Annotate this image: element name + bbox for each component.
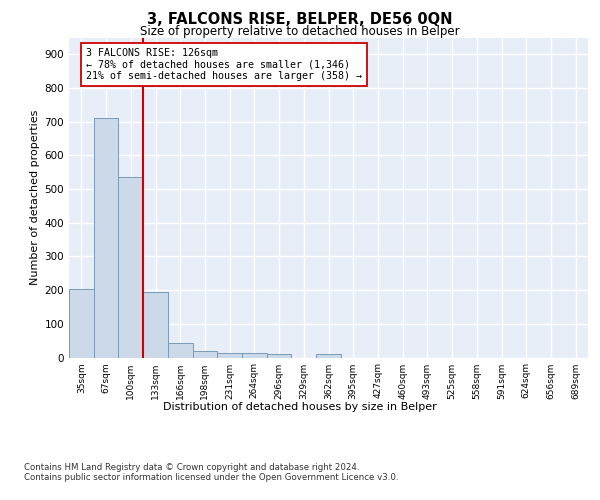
Text: Distribution of detached houses by size in Belper: Distribution of detached houses by size … [163,402,437,412]
Text: 3, FALCONS RISE, BELPER, DE56 0QN: 3, FALCONS RISE, BELPER, DE56 0QN [147,12,453,28]
Bar [69,290,94,358]
Bar [242,354,267,358]
Text: Size of property relative to detached houses in Belper: Size of property relative to detached ho… [140,25,460,38]
Y-axis label: Number of detached properties: Number of detached properties [31,110,40,285]
Text: Contains HM Land Registry data © Crown copyright and database right 2024.: Contains HM Land Registry data © Crown c… [24,462,359,471]
Bar [267,354,292,358]
Bar [316,354,341,358]
Bar [193,351,217,358]
Bar [143,292,168,358]
Bar [168,344,193,357]
Bar [94,118,118,358]
Text: 3 FALCONS RISE: 126sqm
← 78% of detached houses are smaller (1,346)
21% of semi-: 3 FALCONS RISE: 126sqm ← 78% of detached… [86,48,362,81]
Bar [217,353,242,358]
Text: Contains public sector information licensed under the Open Government Licence v3: Contains public sector information licen… [24,472,398,482]
Bar [118,176,143,358]
